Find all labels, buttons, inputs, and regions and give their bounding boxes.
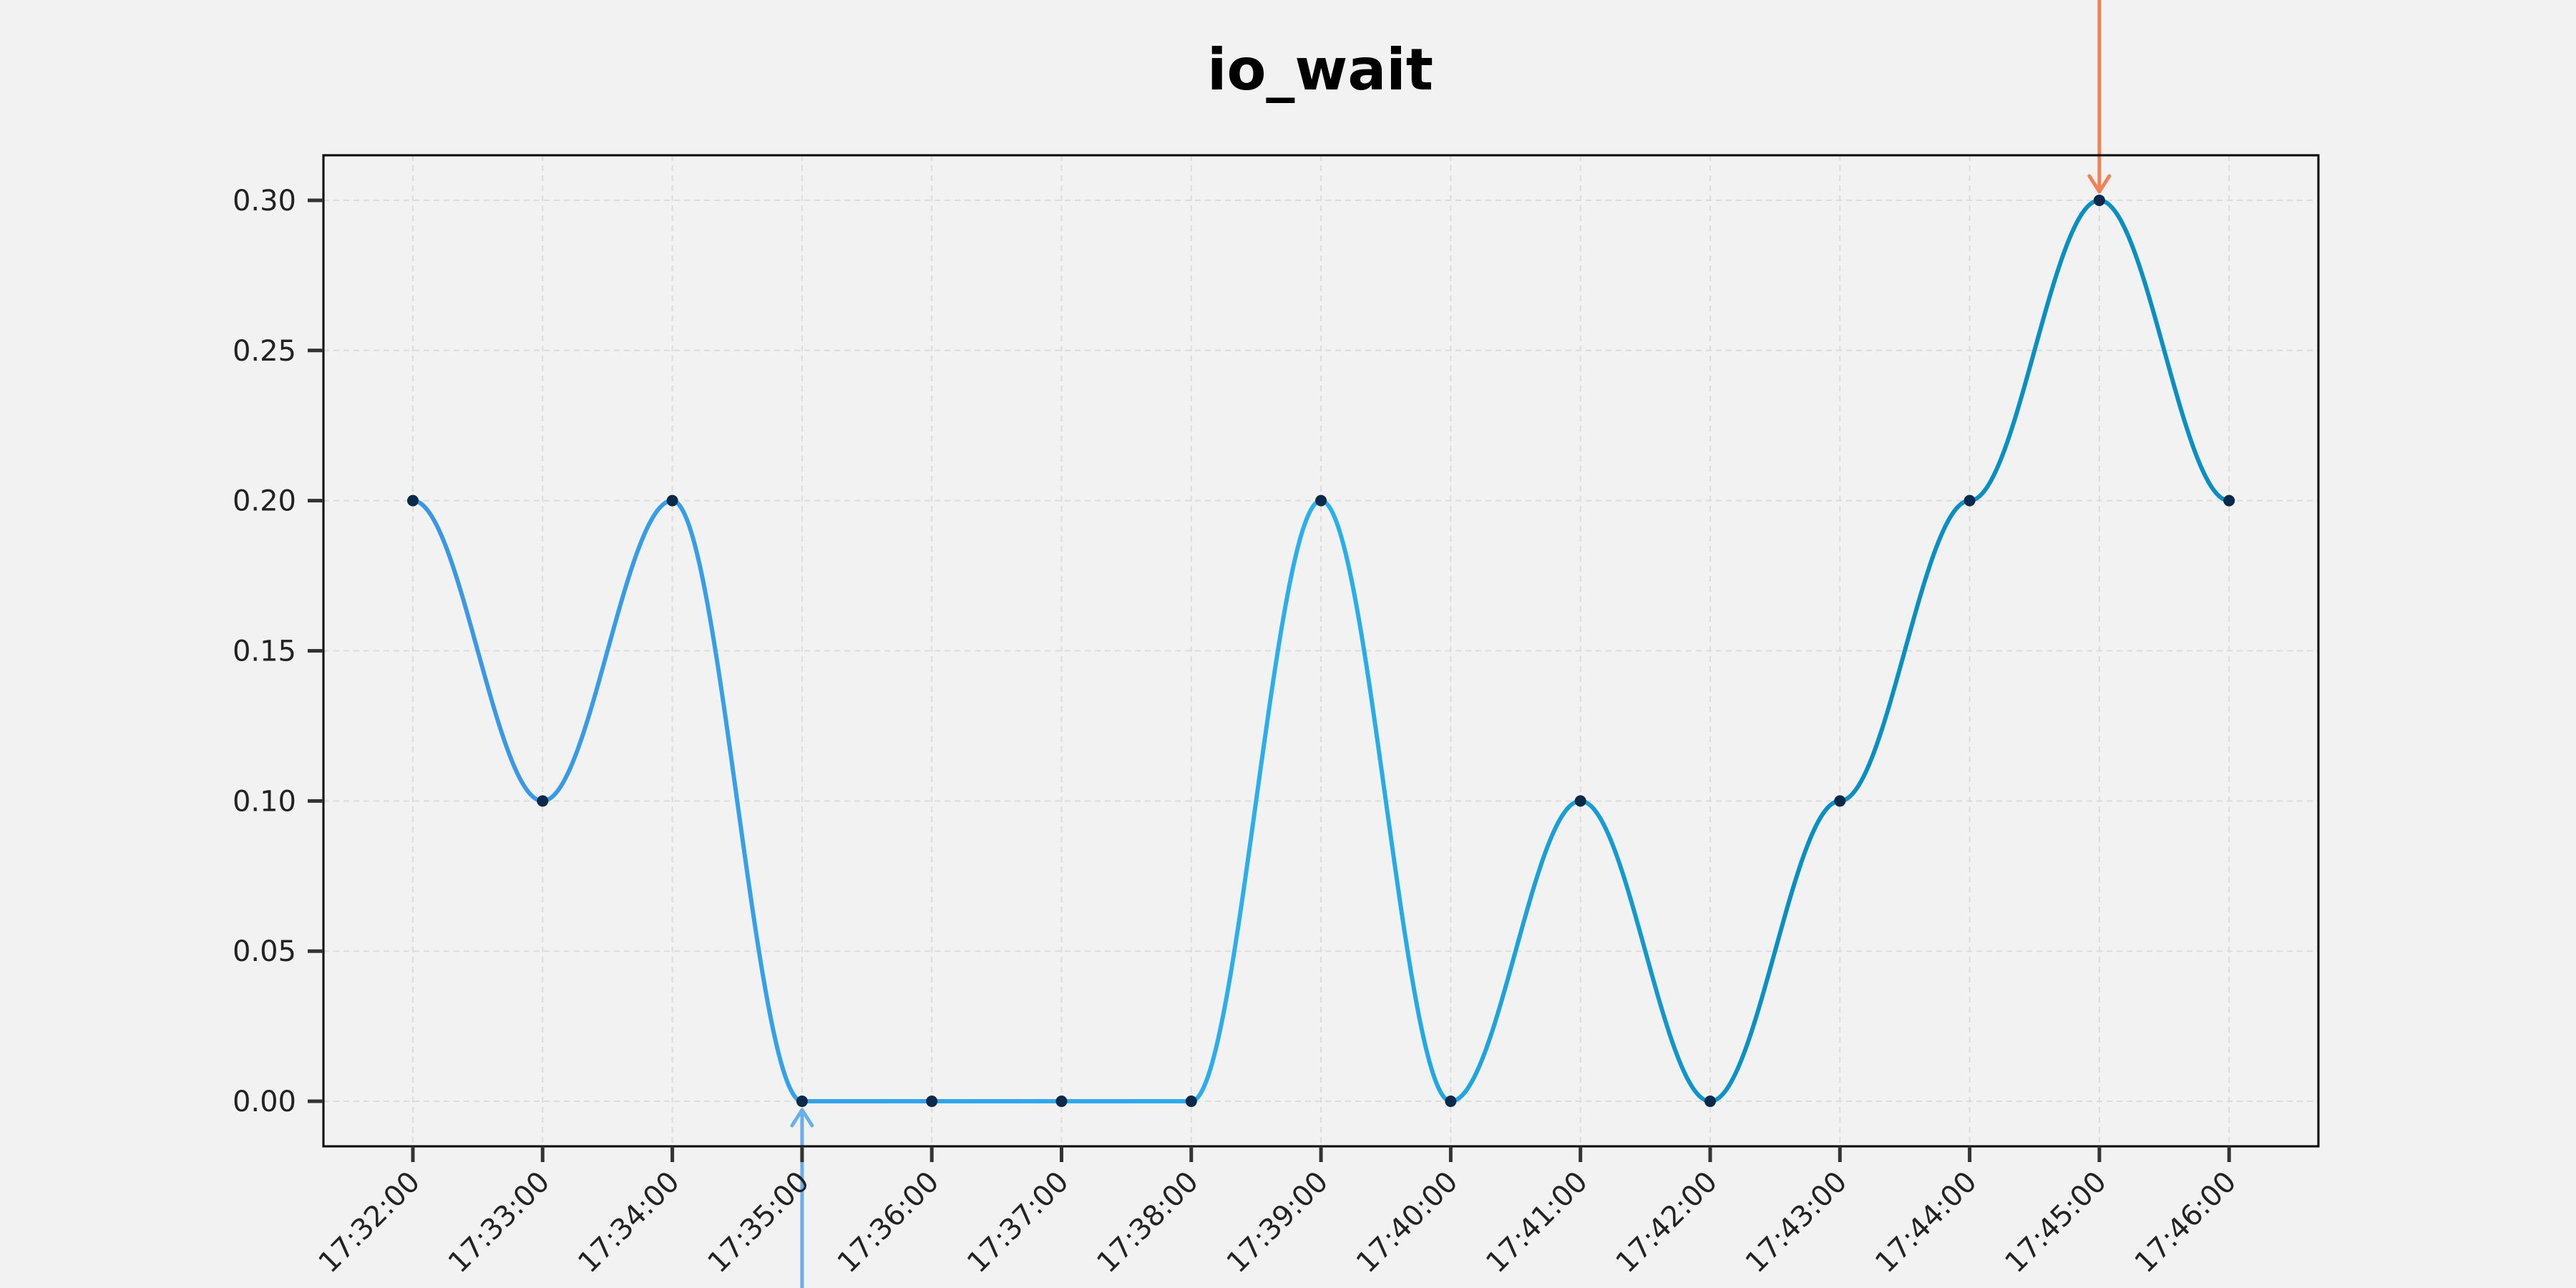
y-tick-label: 0.10	[233, 785, 296, 818]
x-tick-label: 17:34:00	[572, 1166, 686, 1280]
y-tick-label: 0.00	[233, 1085, 296, 1118]
x-tick-label: 17:36:00	[831, 1166, 946, 1280]
chart-title: io_wait	[1207, 36, 1433, 103]
y-tick-label: 0.30	[233, 185, 296, 218]
data-point	[1315, 494, 1327, 507]
x-tick-label: 17:43:00	[1740, 1166, 1854, 1280]
grid	[323, 155, 2318, 1146]
x-tick-label: 17:32:00	[313, 1166, 427, 1280]
data-point	[1445, 1096, 1457, 1108]
data-points	[407, 194, 2235, 1108]
data-point	[1704, 1096, 1716, 1108]
data-point	[1185, 1096, 1197, 1108]
series-line	[412, 197, 2230, 1104]
x-tick-label: 17:33:00	[442, 1166, 557, 1280]
x-tick-label: 17:44:00	[1869, 1166, 1984, 1280]
x-tick-label: 17:35:00	[701, 1166, 816, 1280]
y-tick-label: 0.20	[233, 485, 296, 518]
y-axis: 0.00 0.05 0.10 0.15 0.20 0.25 0.30	[233, 185, 323, 1118]
data-point	[1963, 494, 1976, 507]
y-tick-label: 0.25	[233, 335, 296, 368]
data-point	[2093, 194, 2105, 206]
x-tick-label: 17:46:00	[2129, 1166, 2243, 1280]
data-point	[1055, 1096, 1068, 1108]
annotations	[790, 0, 2112, 1288]
x-tick-label: 17:40:00	[1350, 1166, 1465, 1280]
x-tick-label: 17:39:00	[1221, 1166, 1335, 1280]
x-tick-label: 17:41:00	[1480, 1166, 1594, 1280]
data-point	[2223, 494, 2235, 507]
x-tick-label: 17:38:00	[1091, 1166, 1205, 1280]
data-point	[796, 1096, 808, 1108]
data-point	[407, 494, 419, 507]
max-marker-arrow	[2087, 0, 2112, 194]
x-axis: 17:32:00 17:33:00 17:34:00 17:35:00 17:36:00…	[313, 1146, 2243, 1279]
data-point	[666, 494, 678, 507]
x-tick-label: 17:37:00	[961, 1166, 1075, 1280]
x-tick-label: 17:45:00	[1999, 1166, 2113, 1280]
data-point	[926, 1096, 938, 1108]
data-point	[1834, 795, 1846, 807]
data-point	[1574, 795, 1586, 807]
y-tick-label: 0.05	[233, 935, 296, 968]
x-tick-label: 17:42:00	[1610, 1166, 1724, 1280]
data-point	[537, 795, 549, 807]
min-marker-arrow	[790, 1108, 814, 1288]
y-tick-label: 0.15	[233, 635, 296, 668]
series-path	[412, 197, 2230, 1104]
